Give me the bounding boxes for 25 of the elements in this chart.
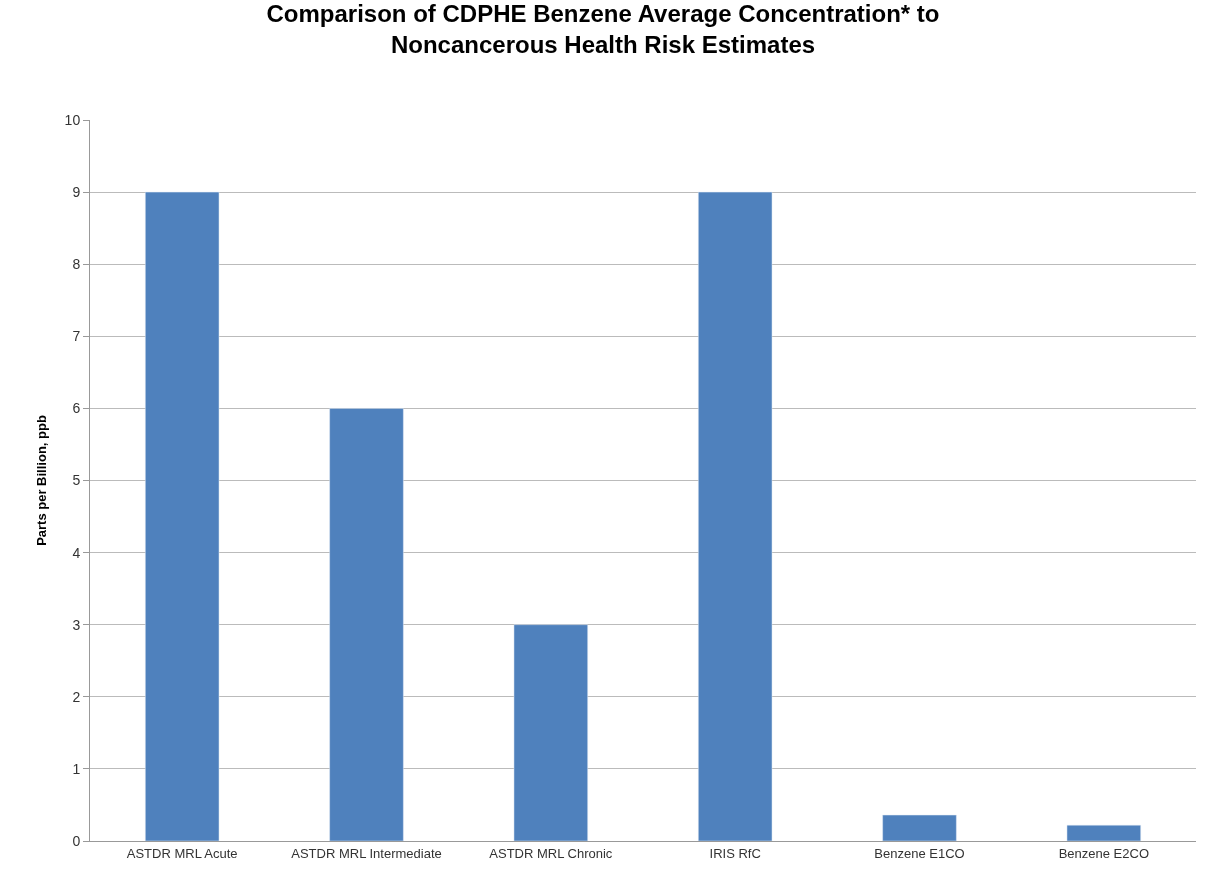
y-tick-label: 4 <box>72 544 81 561</box>
y-tick-label: 5 <box>72 472 81 489</box>
y-tick-label: 7 <box>72 328 81 345</box>
y-tick-label: 6 <box>72 400 81 417</box>
y-tick-label: 10 <box>64 111 81 128</box>
x-tick-label: Benzene E2CO <box>1058 845 1149 861</box>
y-tick-label: 8 <box>72 256 81 273</box>
x-tick-label: ASTDR MRL Intermediate <box>291 845 442 861</box>
y-tick-label: 3 <box>72 616 81 633</box>
bar <box>698 191 773 841</box>
bar <box>329 408 404 841</box>
x-tick-label: ASTDR MRL Chronic <box>489 845 613 861</box>
y-tick-label: 2 <box>72 688 81 705</box>
x-tick-label: Benzene E1CO <box>874 845 965 861</box>
x-tick-label: IRIS RfC <box>709 845 761 861</box>
chart-title: Comparison of CDPHE Benzene Average Concentration* to Noncancerous Health Risk Estimates <box>266 0 940 59</box>
bar <box>882 814 957 841</box>
y-axis-title: Parts per Billion, ppb <box>33 415 49 546</box>
y-tick-label: 9 <box>72 184 81 200</box>
x-tick-label: ASTDR MRL Acute <box>126 845 238 861</box>
bar <box>1066 824 1141 841</box>
y-tick-label: 1 <box>72 760 81 777</box>
y-tick-label: 0 <box>72 832 81 849</box>
bar <box>145 191 220 841</box>
bar <box>513 624 588 841</box>
